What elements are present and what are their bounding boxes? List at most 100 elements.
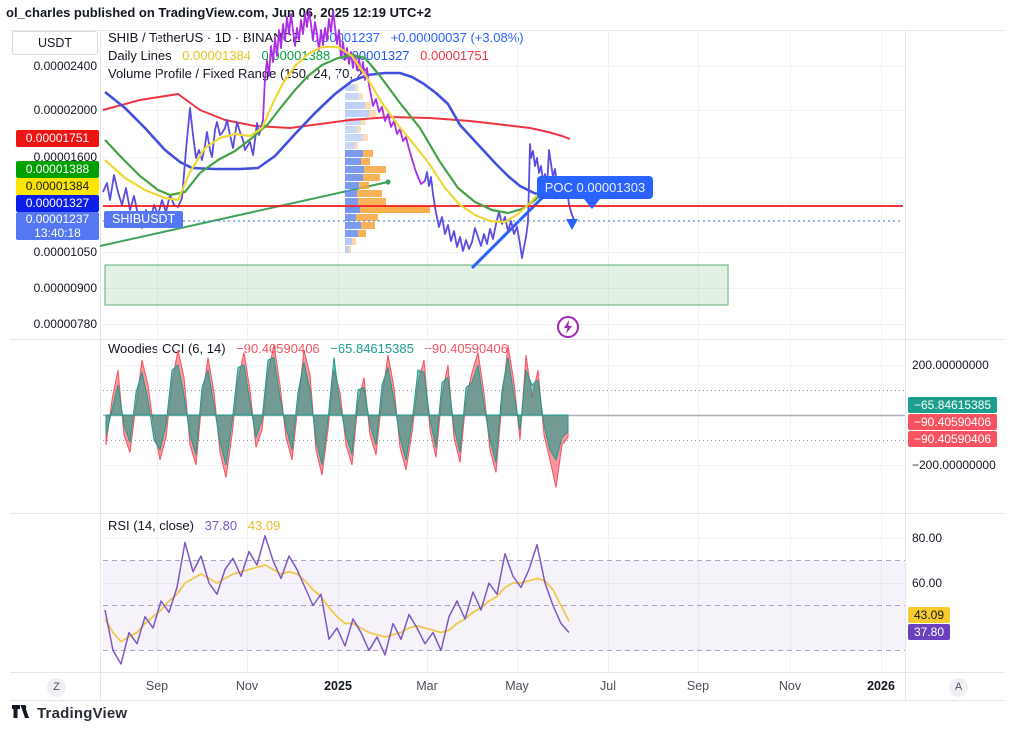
blue-uptrend-trendline[interactable] bbox=[470, 189, 551, 270]
volume-profile-bar-blue bbox=[345, 182, 359, 189]
volume-profile-bar-blue bbox=[345, 190, 357, 197]
axis-month[interactable]: Sep bbox=[686, 679, 710, 693]
cci-tag-fast-1: −90.40590406 bbox=[908, 414, 998, 430]
green-uptrend-endpoint[interactable] bbox=[385, 179, 391, 185]
price-line-peak bbox=[262, 10, 426, 185]
price-scale-label: 0.00001600 bbox=[33, 150, 97, 164]
tradingview-watermark[interactable]: TradingView bbox=[12, 705, 127, 722]
price-tag-blue-1327: 0.00001327 bbox=[16, 195, 99, 212]
volume-profile-bar-blue bbox=[345, 198, 358, 205]
volume-profile-bar-orange bbox=[365, 102, 371, 109]
volume-profile-bar-orange bbox=[357, 126, 361, 133]
lightning-icon[interactable] bbox=[557, 316, 579, 338]
axis-month[interactable]: Sep bbox=[145, 679, 169, 693]
price-scale-unit[interactable]: USDT bbox=[12, 31, 98, 55]
tradingview-logo-icon bbox=[12, 705, 29, 718]
volume-profile-bar-orange bbox=[355, 142, 358, 149]
last-price-tag-price: 0.00001237 bbox=[25, 212, 90, 226]
volume-profile-bar-orange bbox=[349, 246, 351, 253]
axis-month[interactable]: May bbox=[505, 679, 529, 693]
cci-legend-row[interactable]: Woodies CCI (6, 14) −90.40590406 −65.846… bbox=[108, 341, 508, 356]
rsi-scale-60: 60.00 bbox=[912, 576, 943, 590]
price-scale-label: 0.00002400 bbox=[33, 59, 97, 73]
volume-profile-bar-blue bbox=[345, 84, 355, 91]
poc-callout[interactable]: POC 0.00001303 bbox=[537, 176, 653, 209]
price-line bbox=[102, 107, 264, 229]
cci-value-1: −90.40590406 bbox=[236, 341, 320, 356]
volume-profile-bar-blue bbox=[345, 142, 355, 149]
daily-line-red-value: 0.00001751 bbox=[420, 48, 489, 63]
volume-profile-bar-orange bbox=[359, 182, 369, 189]
price-scale-label: 0.00002000 bbox=[33, 103, 97, 117]
green-uptrend-trendline[interactable] bbox=[99, 181, 389, 247]
rsi-legend-row[interactable]: RSI (14, close) 37.80 43.09 bbox=[108, 518, 280, 533]
volume-profile-bar-blue bbox=[345, 166, 364, 173]
price-scale-label: 0.00001050 bbox=[33, 245, 97, 259]
volume-profile-bar-orange bbox=[359, 93, 363, 100]
daily-line-yellow-value: 0.00001384 bbox=[182, 48, 251, 63]
axis-month[interactable]: Jul bbox=[600, 679, 616, 693]
symbol-name-tag: SHIBUSDT bbox=[104, 211, 184, 228]
volume-profile-legend-row[interactable]: Volume Profile / Fixed Range (150, 24, 7… bbox=[108, 66, 368, 81]
volume-profile-title[interactable]: Volume Profile / Fixed Range (150, 24, 7… bbox=[108, 66, 369, 81]
rsi-ma-line bbox=[104, 564, 570, 643]
volume-profile-bar-orange bbox=[355, 84, 358, 91]
cci-title[interactable]: Woodies CCI (6, 14) bbox=[108, 341, 226, 356]
cci-tag-slow: −65.84615385 bbox=[908, 397, 998, 413]
tradingview-watermark-text: TradingView bbox=[37, 705, 128, 722]
scale-button-a[interactable]: A bbox=[949, 678, 968, 697]
price-scale-label: 0.00000780 bbox=[33, 317, 97, 331]
volume-profile-bar-orange bbox=[356, 214, 378, 221]
axis-month[interactable]: Nov bbox=[778, 679, 802, 693]
volume-profile-bar-orange bbox=[363, 134, 368, 141]
axis-month[interactable]: Mar bbox=[416, 679, 438, 693]
volume-profile-bar-blue bbox=[345, 214, 356, 221]
axis-month[interactable]: Nov bbox=[235, 679, 259, 693]
daily-line-blue bbox=[104, 71, 559, 200]
axis-year[interactable]: 2025 bbox=[324, 679, 352, 693]
rsi-purple-value: 37.80 bbox=[204, 518, 238, 533]
volume-profile-bar-orange bbox=[361, 158, 370, 165]
cci-value-2: −65.84615385 bbox=[330, 341, 414, 356]
price-tag-yellow-1384: 0.00001384 bbox=[16, 178, 99, 195]
rsi-title[interactable]: RSI (14, close) bbox=[108, 518, 194, 533]
rsi-tag-yellow: 43.09 bbox=[908, 607, 951, 623]
symbol-legend-row[interactable]: SHIB / TetherUS · 1D · BINANCE 0.0000123… bbox=[108, 30, 524, 45]
daily-line-yellow bbox=[104, 45, 565, 224]
volume-profile-bar-blue bbox=[345, 93, 359, 100]
volume-profile-bar-blue bbox=[345, 238, 352, 245]
price-tag-green-1388: 0.00001388 bbox=[16, 161, 99, 178]
volume-profile-bar-blue bbox=[345, 158, 361, 165]
cci-value-3: −90.40590406 bbox=[424, 341, 508, 356]
volume-profile-bar-orange bbox=[369, 110, 376, 117]
volume-profile-bar-orange bbox=[361, 222, 375, 229]
symbol-title[interactable]: SHIB / TetherUS · 1D · BINANCE bbox=[108, 30, 301, 45]
volume-profile-bar-orange bbox=[363, 174, 380, 181]
volume-profile-bar-blue bbox=[345, 174, 363, 181]
volume-profile-bar-orange bbox=[357, 190, 382, 197]
axis-year[interactable]: 2026 bbox=[867, 679, 895, 693]
cci-slow-series bbox=[105, 356, 569, 466]
published-info: ol_charles published on TradingView.com,… bbox=[6, 5, 432, 20]
end-arrow-marker bbox=[566, 219, 578, 230]
volume-profile-bar-orange bbox=[352, 238, 356, 245]
price-change-value: +0.00000037 (+3.08%) bbox=[390, 30, 524, 45]
cci-fast-series bbox=[105, 344, 569, 488]
last-price-countdown: 13:40:18 bbox=[34, 225, 81, 240]
scale-button-z[interactable]: Z bbox=[47, 678, 66, 697]
demand-zone-box[interactable] bbox=[104, 264, 729, 306]
cci-tag-fast-2: −90.40590406 bbox=[908, 431, 998, 447]
volume-profile-bar-orange bbox=[360, 206, 430, 213]
daily-line-red bbox=[102, 93, 571, 140]
cci-scale-top: 200.00000000 bbox=[912, 358, 989, 372]
volume-profile-bar-blue bbox=[345, 230, 358, 237]
volume-profile-bar-orange bbox=[364, 166, 386, 173]
volume-profile-bar-orange bbox=[358, 198, 386, 205]
daily-lines-title[interactable]: Daily Lines bbox=[108, 48, 172, 63]
volume-profile-bar-orange bbox=[358, 230, 366, 237]
volume-profile-bar-blue bbox=[345, 110, 369, 117]
volume-profile-bar-blue bbox=[345, 102, 365, 109]
last-price-tag: 0.00001237 13:40:18 bbox=[16, 212, 99, 240]
